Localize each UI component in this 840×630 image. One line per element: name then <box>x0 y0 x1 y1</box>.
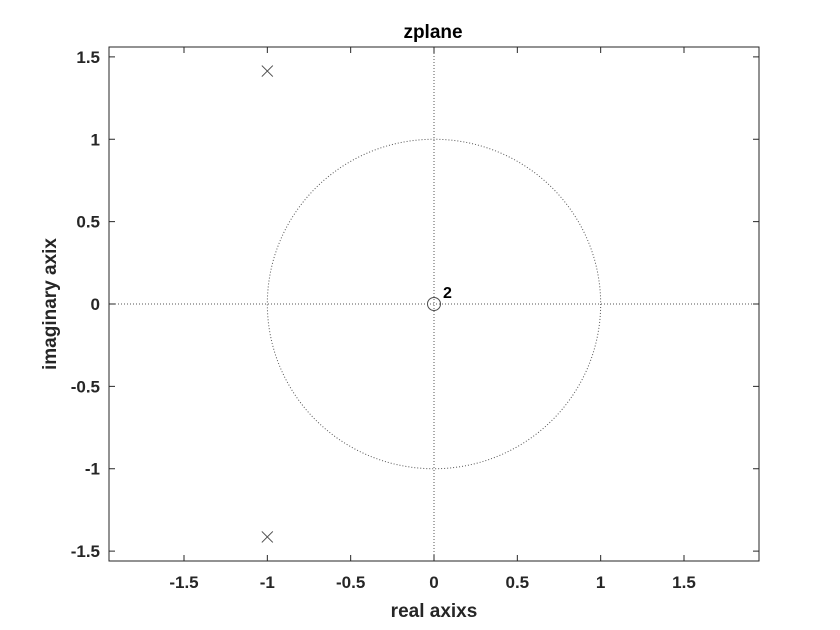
reference-lines <box>109 47 759 561</box>
y-tick-label: 0 <box>91 295 100 314</box>
zero-multiplicity-label: 2 <box>443 285 452 302</box>
x-tick-label: 0.5 <box>506 573 530 592</box>
unit-circle <box>266 138 602 470</box>
axes-box <box>108 46 760 562</box>
pole-marker-stroke <box>261 65 274 77</box>
y-tick-label: 1 <box>91 130 100 149</box>
pole-zero-markers: 2 <box>261 65 452 543</box>
y-tick-label: -1.5 <box>71 542 100 561</box>
x-tick-label: 0 <box>429 573 438 592</box>
y-tick-label: 1.5 <box>76 48 100 67</box>
y-axis-label: imaginary axix <box>40 238 61 370</box>
pole-marker <box>261 531 274 543</box>
y-tick-label: -0.5 <box>71 377 100 396</box>
x-tick-label: 1.5 <box>672 573 696 592</box>
x-tick-label: 1 <box>596 573 605 592</box>
axis-ticks: -1.5 -1 -0.5 0 0.5 1 1.5 -1.5 -1 -0.5 0 0.5 1 1.5 <box>71 47 759 592</box>
pole-marker-stroke <box>261 531 274 543</box>
x-tick-label: -1.5 <box>169 573 198 592</box>
x-tick-label: -1 <box>260 573 275 592</box>
x-tick-label: -0.5 <box>336 573 365 592</box>
chart-title: zplane <box>403 22 462 43</box>
x-axis-label: real axixs <box>391 601 478 622</box>
pole-marker <box>261 65 274 77</box>
zero-marker <box>427 297 441 311</box>
y-tick-label: -1 <box>85 460 100 479</box>
y-tick-label: 0.5 <box>76 213 100 232</box>
